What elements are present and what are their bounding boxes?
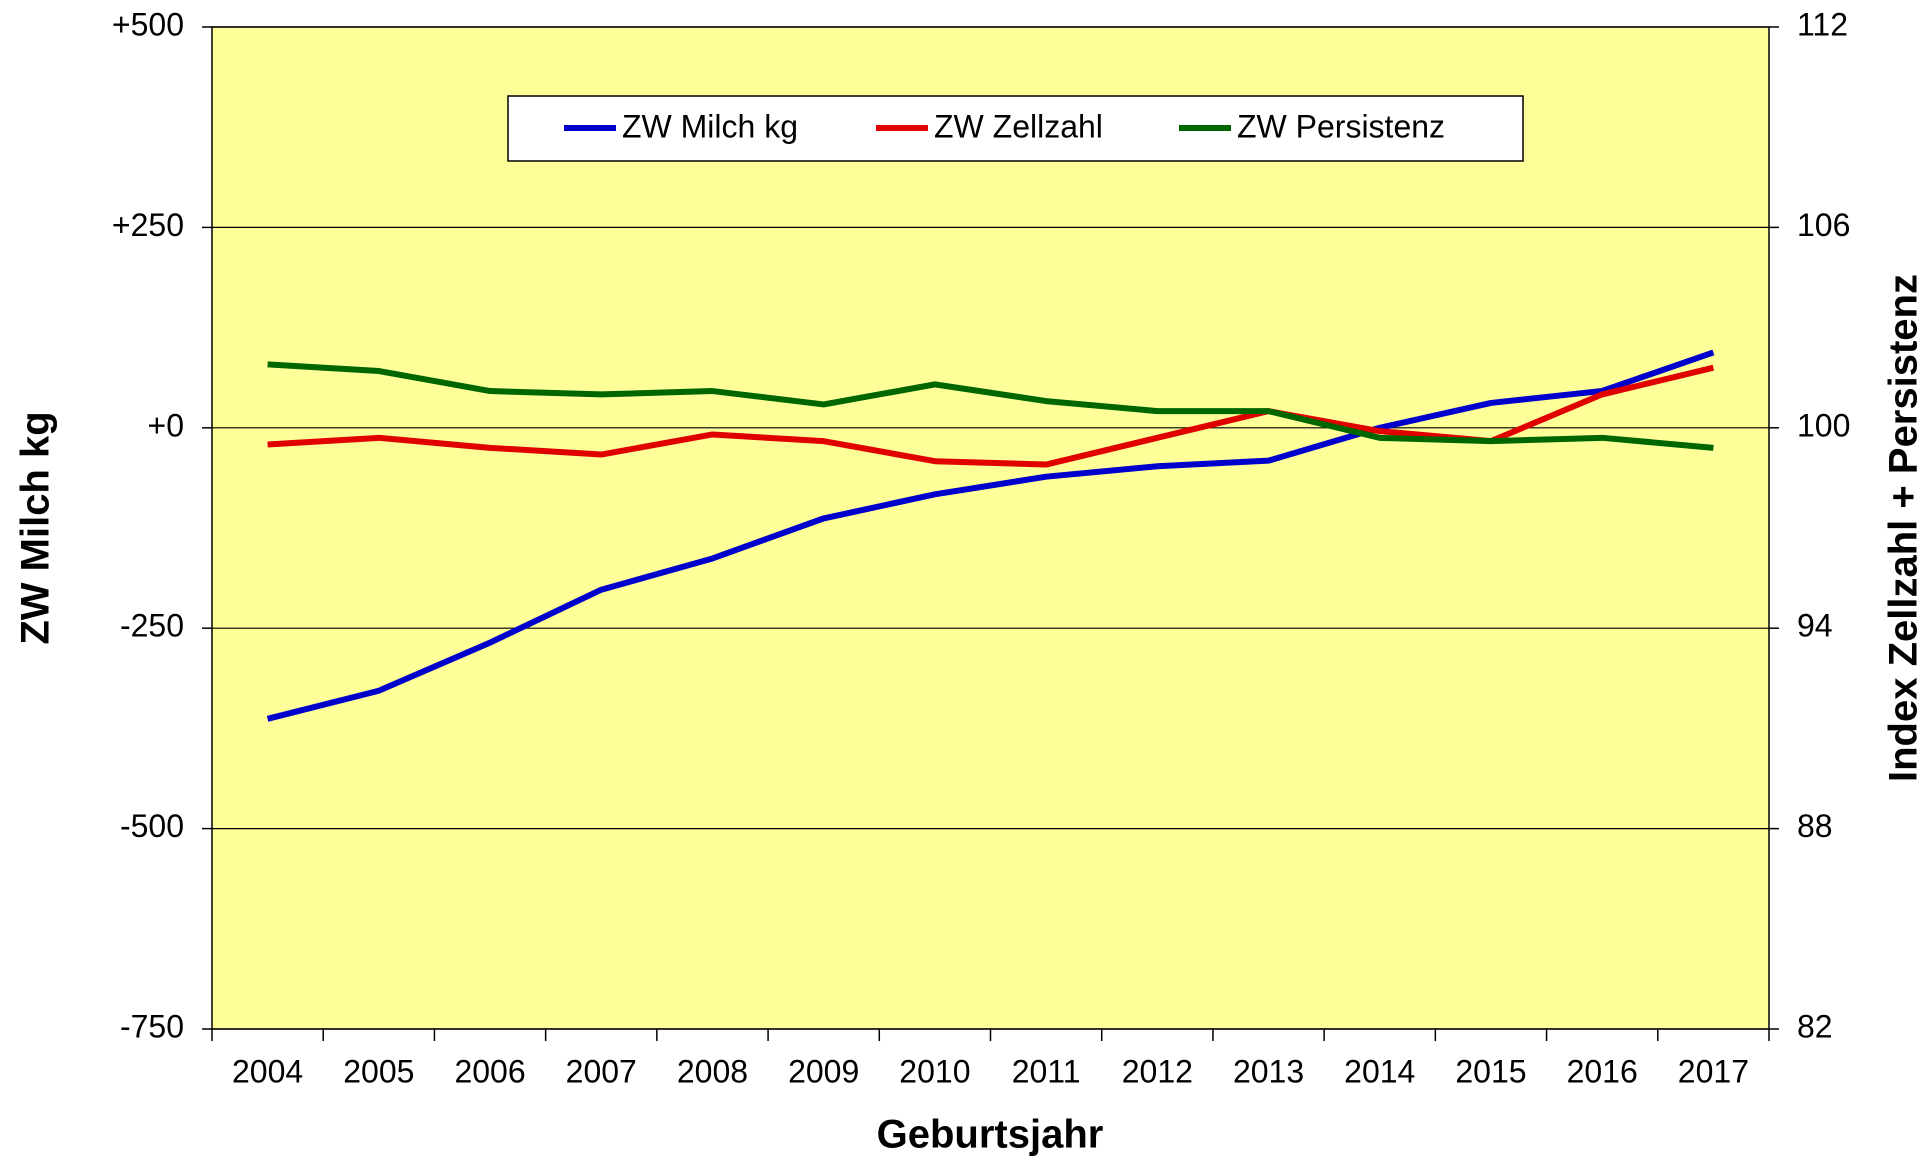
y2-tick-label: 112 <box>1797 6 1848 42</box>
y-tick-label: -250 <box>120 608 184 644</box>
x-tick-label: 2005 <box>343 1053 414 1089</box>
legend-box <box>507 95 1524 162</box>
x-tick-label: 2008 <box>677 1053 748 1089</box>
y-tick-label: -750 <box>120 1008 184 1044</box>
x-tick-label: 2013 <box>1233 1053 1304 1089</box>
x-tick-label: 2010 <box>899 1053 970 1089</box>
y2-tick-label: 82 <box>1797 1008 1833 1044</box>
x-tick-label: 2006 <box>454 1053 525 1089</box>
y-axis-title: ZW Milch kg <box>14 411 58 644</box>
y-tick-label: +500 <box>112 6 184 42</box>
y2-tick-label: 106 <box>1797 207 1850 243</box>
series-line <box>267 361 1714 451</box>
plot-area <box>211 26 1770 1030</box>
y-tick-label: +250 <box>112 207 184 243</box>
x-tick-label: 2007 <box>566 1053 637 1089</box>
legend-label: ZW Persistenz <box>1237 108 1445 144</box>
x-tick-label: 2004 <box>232 1053 303 1089</box>
x-tick-label: 2011 <box>1012 1053 1081 1089</box>
y-tick-label: -500 <box>120 808 184 844</box>
x-tick-label: 2016 <box>1567 1053 1638 1089</box>
x-tick-label: 2012 <box>1122 1053 1193 1089</box>
y-tick-label: +0 <box>148 407 184 443</box>
y2-tick-label: 100 <box>1797 407 1850 443</box>
x-tick-label: 2009 <box>788 1053 859 1089</box>
legend-label: ZW Milch kg <box>622 108 798 144</box>
legend-label: ZW Zellzahl <box>934 108 1103 144</box>
y2-axis-title: Index Zellzahl + Persistenz <box>1882 274 1926 782</box>
x-tick-label: 2017 <box>1678 1053 1749 1089</box>
y2-tick-label: 88 <box>1797 808 1833 844</box>
series-line <box>266 349 1715 722</box>
x-tick-label: 2014 <box>1344 1053 1415 1089</box>
y2-tick-label: 94 <box>1797 608 1833 644</box>
x-tick-label: 2015 <box>1455 1053 1526 1089</box>
x-axis-title: Geburtsjahr <box>877 1113 1104 1157</box>
